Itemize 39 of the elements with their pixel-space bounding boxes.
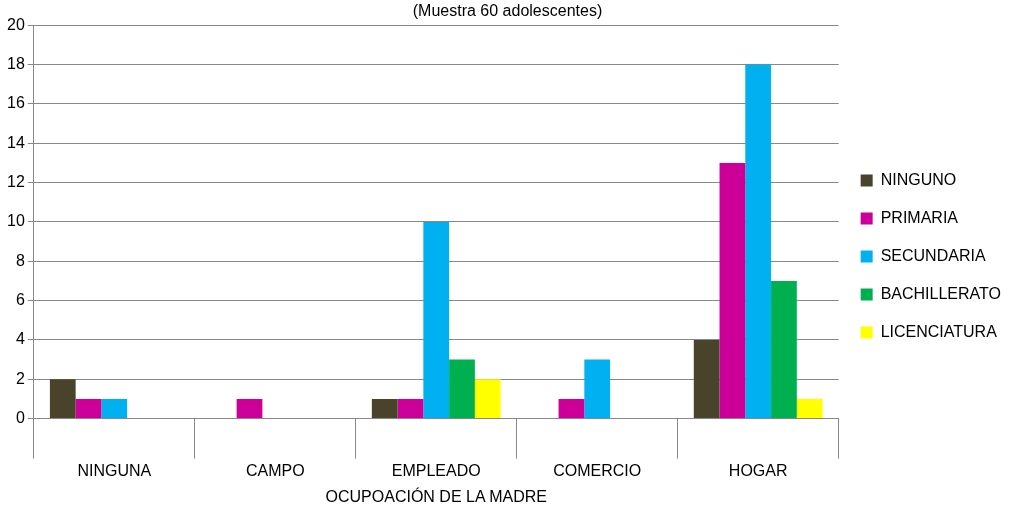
bar — [423, 221, 450, 419]
x-tick-label: NINGUNA — [77, 461, 152, 479]
chart-subtitle: (Muestra 60 adolescentes) — [412, 2, 603, 20]
x-tick-label: HOGAR — [728, 461, 788, 479]
bar — [49, 379, 76, 419]
bar — [584, 359, 611, 419]
legend-label: SECUNDARIA — [880, 246, 986, 264]
legend-label: BACHILLERATO — [880, 284, 1002, 302]
y-tick-label: 8 — [15, 251, 25, 269]
legend-label: NINGUNO — [880, 170, 957, 188]
bar — [771, 280, 797, 419]
legend-label: PRIMARIA — [880, 208, 959, 226]
y-tick-label: 4 — [15, 330, 25, 348]
y-tick-label: 18 — [7, 54, 25, 72]
x-tick-label: EMPLEADO — [391, 461, 481, 479]
x-tick-label: COMERCIO — [553, 461, 642, 479]
bar — [693, 339, 720, 419]
x-axis-title: OCUPOACIÓN DE LA MADRE — [325, 486, 547, 505]
y-tick-label: 6 — [15, 290, 25, 308]
legend-label: LICENCIATURA — [880, 322, 998, 340]
y-tick-label: 14 — [7, 133, 25, 151]
bar — [236, 398, 263, 419]
y-tick-label: 0 — [15, 409, 25, 427]
y-tick-label: 10 — [7, 212, 25, 230]
bar — [745, 64, 772, 419]
bar — [101, 398, 128, 419]
x-tick-label: CAMPO — [245, 461, 305, 479]
bar — [397, 398, 424, 419]
bar — [474, 379, 501, 419]
y-tick-label: 2 — [15, 369, 25, 387]
bar — [719, 162, 746, 419]
bar — [796, 398, 823, 419]
bar — [371, 398, 398, 419]
bar — [449, 359, 475, 419]
bar — [558, 398, 585, 419]
y-tick-label: 16 — [7, 94, 25, 112]
bar — [75, 398, 102, 419]
y-tick-label: 12 — [7, 172, 25, 190]
y-tick-label: 20 — [7, 15, 25, 33]
